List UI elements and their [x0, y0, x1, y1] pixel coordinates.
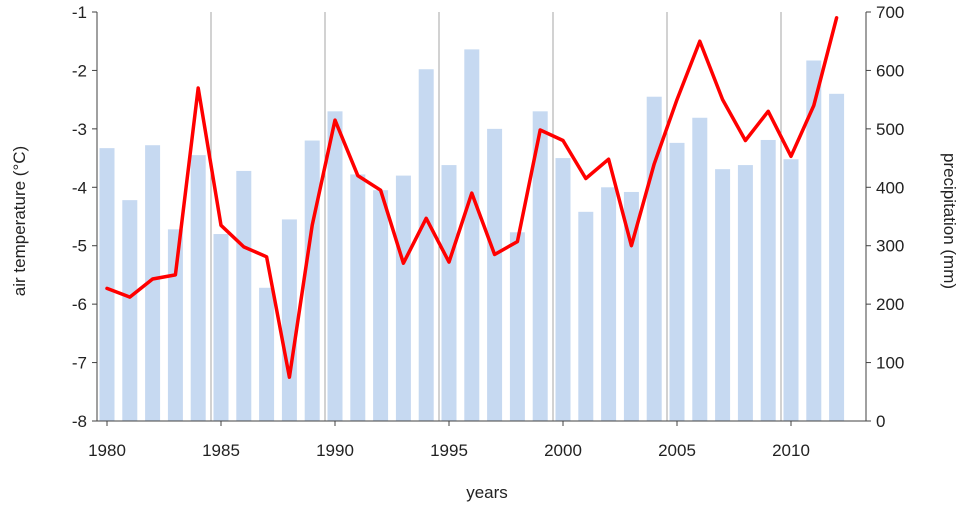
precipitation-bar — [145, 145, 161, 421]
precipitation-bar — [190, 155, 206, 421]
precipitation-bar — [692, 117, 708, 422]
precipitation-bar — [350, 174, 366, 421]
gridlines — [210, 12, 782, 421]
y-right-tick-label: 200 — [876, 295, 904, 314]
y-left-tick-label: -5 — [72, 237, 87, 256]
y-left-axis-title: air temperature (°C) — [10, 146, 29, 296]
precipitation-bar — [509, 232, 525, 421]
precipitation-bar — [327, 111, 343, 421]
x-tick-label: 1995 — [430, 441, 468, 460]
y-right-tick-label: 0 — [876, 412, 885, 431]
precipitation-bar — [578, 211, 594, 421]
x-axis-title: years — [466, 483, 508, 502]
y-left-tick-label: -3 — [72, 120, 87, 139]
x-tick-label: 1980 — [88, 441, 126, 460]
temperature-line — [105, 16, 839, 379]
precipitation-bar — [373, 190, 389, 421]
precipitation-bar — [441, 165, 457, 421]
y-left-tick-label: -6 — [72, 295, 87, 314]
y-right-tick-label: 600 — [876, 61, 904, 80]
precipitation-bar — [601, 187, 617, 421]
precipitation-bar — [167, 229, 183, 421]
precipitation-bar — [281, 219, 297, 421]
precipitation-bar — [304, 140, 320, 422]
precipitation-bar — [737, 165, 753, 421]
precipitation-bar — [122, 200, 138, 421]
x-tick-label: 2005 — [658, 441, 696, 460]
y-left-tick-label: -4 — [72, 178, 87, 197]
precipitation-bar — [806, 60, 822, 421]
precipitation-bar — [783, 159, 799, 422]
tick-labels: -1 -2 -3 -4 -5 -6 -7 -8 700 600 500 400 300 200 100 0 19… — [72, 3, 905, 460]
y-right-tick-label: 100 — [876, 354, 904, 373]
y-right-tick-label: 300 — [876, 237, 904, 256]
precipitation-bar — [213, 234, 229, 421]
precipitation-bar — [532, 111, 548, 421]
precipitation-bar — [555, 158, 571, 422]
y-right-tick-label: 700 — [876, 3, 904, 22]
y-left-tick-label: -2 — [72, 61, 87, 80]
precipitation-bar — [623, 191, 639, 421]
temperature-series-line — [105, 16, 839, 379]
precipitation-bar — [669, 142, 685, 421]
precipitation-bar — [464, 49, 480, 421]
y-left-tick-label: -7 — [72, 354, 87, 373]
precipitation-bar — [487, 128, 503, 421]
x-tick-label: 2000 — [544, 441, 582, 460]
precipitation-bar — [395, 175, 411, 421]
y-left-tick-label: -1 — [72, 3, 87, 22]
y-right-tick-label: 400 — [876, 178, 904, 197]
x-tick-label: 1990 — [316, 441, 354, 460]
axes — [92, 11, 871, 426]
precipitation-bar — [829, 93, 845, 422]
y-left-tick-label: -8 — [72, 412, 87, 431]
precipitation-bar — [236, 170, 252, 421]
precipitation-bars — [99, 49, 845, 422]
precipitation-bar — [760, 139, 776, 422]
precipitation-bar — [259, 287, 275, 421]
x-tick-label: 1985 — [202, 441, 240, 460]
precipitation-bar — [715, 169, 731, 421]
precipitation-bar — [99, 148, 115, 422]
x-tick-label: 2010 — [772, 441, 810, 460]
precipitation-bar — [418, 69, 434, 421]
y-right-tick-label: 500 — [876, 120, 904, 139]
y-right-axis-title: precipitation (mm) — [940, 153, 959, 289]
